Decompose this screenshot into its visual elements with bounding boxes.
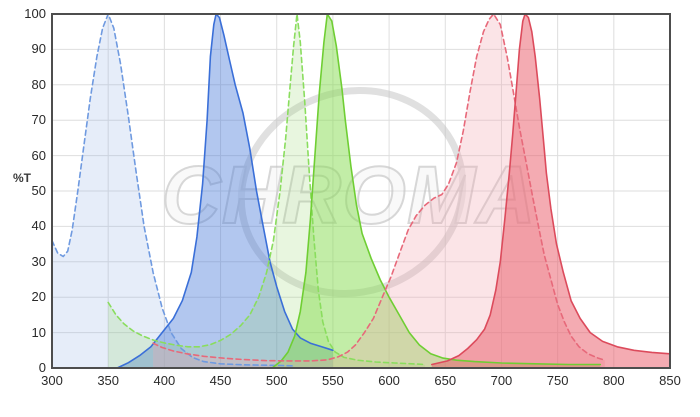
curve-emission-2-peak-545nm xyxy=(271,13,602,369)
y-tick-label: 100 xyxy=(24,6,46,21)
y-tick-label: 40 xyxy=(31,218,46,234)
x-tick-label: 300 xyxy=(41,373,63,388)
area-emission-2-peak-545nm xyxy=(272,14,601,368)
x-axis-tick-labels: 300 350 400 450 500 550 600 650 700 750 800 850 xyxy=(0,373,700,391)
x-tick-label: 550 xyxy=(322,373,344,388)
y-tick-label: 70 xyxy=(31,112,46,128)
x-tick-label: 400 xyxy=(153,373,176,388)
y-axis-title: %T xyxy=(13,171,31,185)
y-tick-label: 20 xyxy=(31,289,46,305)
y-tick-label: 0 xyxy=(38,360,46,375)
area-excitation-3-peak-695nm xyxy=(153,14,605,368)
x-tick-label: 650 xyxy=(434,373,457,388)
plot-border xyxy=(51,13,671,369)
y-tick-label: 30 xyxy=(31,253,46,269)
y-tick-label: 50 xyxy=(31,183,46,198)
curve-emission-3-peak-720nm xyxy=(431,13,671,366)
y-tick-label: 80 xyxy=(31,76,46,92)
x-tick-label: 450 xyxy=(209,373,232,388)
area-emission-1-peak-445nm xyxy=(117,14,333,368)
curve-emission-1-peak-445nm xyxy=(116,13,334,369)
x-tick-label: 600 xyxy=(378,373,400,388)
series-strokes xyxy=(51,13,671,369)
y-axis-tick-labels: 0 10 20 30 40 50 60 70 80 90 100 xyxy=(0,0,46,417)
curve-excitation-3-peak-695nm xyxy=(152,13,606,362)
x-tick-label: 500 xyxy=(265,373,288,388)
x-tick-label: 750 xyxy=(546,373,569,388)
x-tick-label: 800 xyxy=(602,373,625,388)
area-excitation-1-peak-350nm xyxy=(52,14,294,368)
series-fills xyxy=(52,14,670,368)
x-tick-label: 350 xyxy=(97,373,120,388)
curve-excitation-1-peak-350nm xyxy=(51,13,295,367)
area-excitation-2-peak-518nm xyxy=(108,14,425,368)
x-tick-label: 850 xyxy=(659,373,681,388)
area-emission-3-peak-720nm xyxy=(431,14,670,368)
curve-excitation-2-peak-518nm xyxy=(107,13,426,366)
y-tick-label: 60 xyxy=(31,147,46,163)
y-tick-label: 90 xyxy=(31,41,46,57)
y-tick-label: 10 xyxy=(31,324,46,340)
x-tick-label: 700 xyxy=(490,373,513,388)
